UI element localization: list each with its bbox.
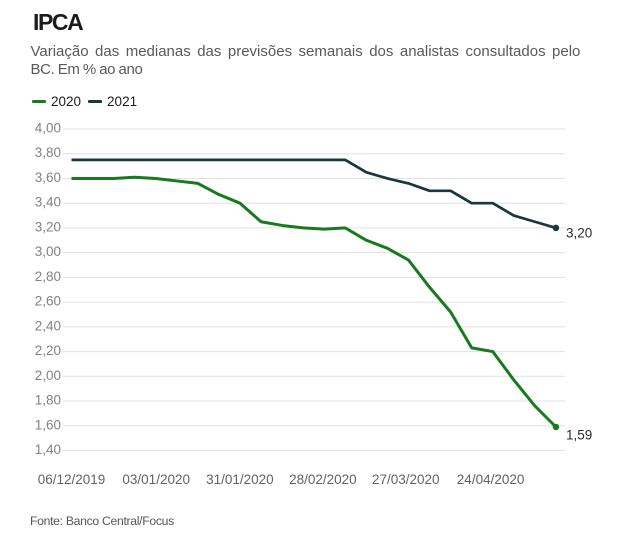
- svg-text:31/01/2020: 31/01/2020: [206, 472, 274, 487]
- svg-text:3,40: 3,40: [35, 195, 61, 210]
- svg-text:24/04/2020: 24/04/2020: [457, 472, 525, 487]
- svg-text:2,20: 2,20: [35, 343, 61, 358]
- svg-text:2,00: 2,00: [35, 368, 61, 383]
- svg-text:1,59: 1,59: [566, 428, 592, 443]
- svg-text:2,40: 2,40: [35, 318, 61, 333]
- svg-text:3,20: 3,20: [566, 226, 592, 241]
- svg-text:3,80: 3,80: [35, 145, 61, 160]
- svg-text:03/01/2020: 03/01/2020: [122, 472, 190, 487]
- svg-text:2,80: 2,80: [35, 269, 61, 284]
- svg-text:4,00: 4,00: [35, 121, 61, 136]
- svg-text:1,80: 1,80: [35, 393, 61, 408]
- svg-text:1,40: 1,40: [35, 442, 61, 457]
- svg-text:3,60: 3,60: [35, 170, 61, 185]
- svg-text:28/02/2020: 28/02/2020: [289, 472, 357, 487]
- svg-text:3,20: 3,20: [35, 219, 61, 234]
- svg-text:06/12/2019: 06/12/2019: [38, 472, 106, 487]
- svg-text:1,60: 1,60: [35, 417, 61, 432]
- svg-text:27/03/2020: 27/03/2020: [372, 472, 440, 487]
- svg-text:2,60: 2,60: [35, 294, 61, 309]
- svg-text:3,00: 3,00: [35, 244, 61, 259]
